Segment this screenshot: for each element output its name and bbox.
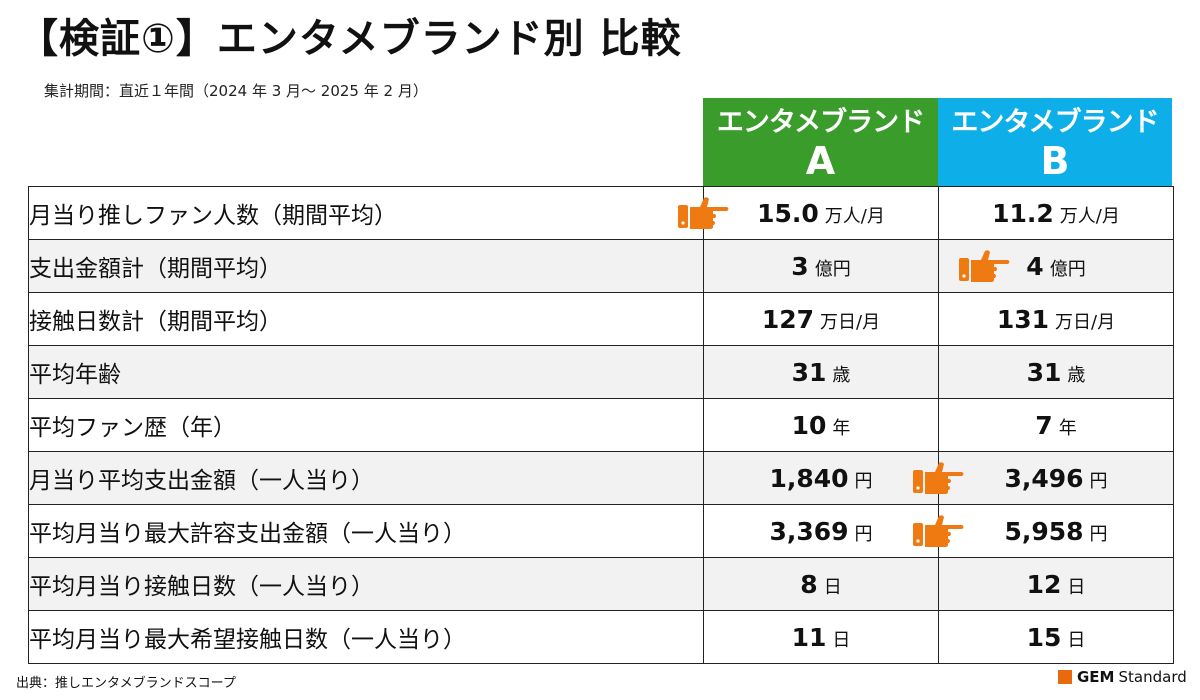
value-unit: 円 xyxy=(1089,523,1108,545)
value-number: 131 xyxy=(996,304,1050,334)
row-label: 接触日数計（期間平均） xyxy=(28,292,704,346)
value-unit: 日 xyxy=(1067,629,1086,651)
gem-square-icon xyxy=(1058,670,1072,684)
table-row: 支出金額計（期間平均） 3 億円 4 億円 xyxy=(28,239,1174,293)
brand-b-letter: B xyxy=(1040,139,1070,183)
table-row: 月当り平均支出金額（一人当り） 1,840 円 3,496 円 xyxy=(28,451,1174,505)
table-row: 平均ファン歴（年） 10 年 7 年 xyxy=(28,398,1174,452)
value-unit: 歳 xyxy=(1067,364,1086,386)
value-unit: 億円 xyxy=(814,258,851,280)
value-number: 15.0 xyxy=(757,198,819,228)
value-number: 11.2 xyxy=(992,198,1054,228)
brand-a-value: 1,840 円 xyxy=(703,451,939,505)
pointing-hand-icon xyxy=(959,249,1011,283)
pointing-hand-icon xyxy=(913,514,965,548)
value-unit: 日 xyxy=(832,629,851,651)
page-title: 【検証①】エンタメブランド別 比較 xyxy=(18,16,682,62)
pointing-hand-icon xyxy=(913,461,965,495)
value-number: 10 xyxy=(791,410,827,440)
brand-a-value: 127 万日/月 xyxy=(703,292,939,346)
table-row: 接触日数計（期間平均） 127 万日/月 131 万日/月 xyxy=(28,292,1174,346)
brand-b-value: 131 万日/月 xyxy=(938,292,1174,346)
row-label: 平均月当り最大許容支出金額（一人当り） xyxy=(28,504,704,558)
row-label: 平均ファン歴（年） xyxy=(28,398,704,452)
value-number: 5,958 xyxy=(1004,516,1084,546)
value-number: 31 xyxy=(1026,357,1062,387)
table-row: 平均月当り最大希望接触日数（一人当り） 11 日 15 日 xyxy=(28,610,1174,664)
value-number: 3 xyxy=(791,251,809,281)
table-row: 月当り推しファン人数（期間平均） 15.0 万人/月 11.2 万人/月 xyxy=(28,186,1174,240)
brand-b-value: 5,958 円 xyxy=(913,504,1174,558)
comparison-table: 月当り推しファン人数（期間平均） 15.0 万人/月 11.2 万人/月 支出金額計（期間… xyxy=(28,186,1174,664)
value-unit: 日 xyxy=(1067,576,1086,598)
value-number: 7 xyxy=(1035,410,1053,440)
logo-standard: Standard xyxy=(1118,668,1187,686)
brand-a-value: 31 歳 xyxy=(703,345,939,399)
value-unit: 円 xyxy=(1089,470,1108,492)
logo-gem: GEM xyxy=(1077,668,1115,686)
value-unit: 万日/月 xyxy=(820,311,881,333)
table-row: 平均年齢 31 歳 31 歳 xyxy=(28,345,1174,399)
gem-standard-logo: GEM Standard xyxy=(1058,668,1187,686)
brand-a-name: エンタメブランド xyxy=(716,107,925,138)
brand-a-value: 3,369 円 xyxy=(703,504,939,558)
row-label: 支出金額計（期間平均） xyxy=(28,239,704,293)
table-row: 平均月当り接触日数（一人当り） 8 日 12 日 xyxy=(28,557,1174,611)
period-subtitle: 集計期間：直近１年間（2024 年 3 月～ 2025 年 2 月） xyxy=(44,82,428,100)
row-label: 平均年齢 xyxy=(28,345,704,399)
brand-b-value: 3,496 円 xyxy=(913,451,1174,505)
value-unit: 日 xyxy=(823,576,842,598)
row-label: 平均月当り最大希望接触日数（一人当り） xyxy=(28,610,704,664)
value-unit: 円 xyxy=(854,523,873,545)
brand-a-value: 10 年 xyxy=(703,398,939,452)
brand-b-value: 12 日 xyxy=(938,557,1174,611)
brand-b-header: エンタメブランド B xyxy=(938,98,1172,186)
brand-b-value: 11.2 万人/月 xyxy=(938,186,1174,240)
value-number: 11 xyxy=(791,622,827,652)
value-number: 12 xyxy=(1026,569,1062,599)
brand-a-value: 15.0 万人/月 xyxy=(678,186,939,240)
value-number: 15 xyxy=(1026,622,1062,652)
value-unit: 年 xyxy=(832,417,851,439)
row-label: 月当り平均支出金額（一人当り） xyxy=(28,451,704,505)
value-unit: 万人/月 xyxy=(1059,205,1120,227)
pointing-hand-icon xyxy=(678,196,730,230)
brand-a-value: 11 日 xyxy=(703,610,939,664)
value-unit: 万日/月 xyxy=(1055,311,1116,333)
value-number: 3,496 xyxy=(1004,463,1084,493)
value-number: 127 xyxy=(761,304,815,334)
value-number: 1,840 xyxy=(769,463,849,493)
value-unit: 歳 xyxy=(832,364,851,386)
brand-a-letter: A xyxy=(805,139,836,183)
row-label: 月当り推しファン人数（期間平均） xyxy=(28,186,704,240)
value-number: 4 xyxy=(1026,251,1044,281)
row-label: 平均月当り接触日数（一人当り） xyxy=(28,557,704,611)
value-number: 31 xyxy=(791,357,827,387)
value-number: 3,369 xyxy=(769,516,849,546)
value-unit: 円 xyxy=(854,470,873,492)
source-note: 出典：推しエンタメブランドスコープ xyxy=(16,676,236,691)
brand-a-header: エンタメブランド A xyxy=(703,98,938,186)
value-unit: 万人/月 xyxy=(824,205,885,227)
value-number: 8 xyxy=(800,569,818,599)
brand-b-value: 15 日 xyxy=(938,610,1174,664)
value-unit: 年 xyxy=(1058,417,1077,439)
value-unit: 億円 xyxy=(1049,258,1086,280)
table-row: 平均月当り最大許容支出金額（一人当り） 3,369 円 5,958 円 xyxy=(28,504,1174,558)
brand-b-value: 4 億円 xyxy=(938,239,1174,293)
brand-b-name: エンタメブランド xyxy=(951,107,1159,138)
brand-a-value: 3 億円 xyxy=(703,239,939,293)
brand-b-value: 31 歳 xyxy=(938,345,1174,399)
